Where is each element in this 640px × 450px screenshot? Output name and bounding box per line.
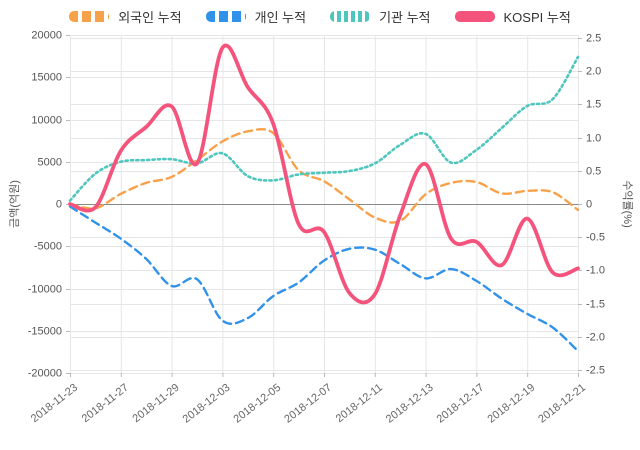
legend-label-kospi: KOSPI 누적 (503, 9, 571, 25)
legend-label-institution: 기관 누적 (379, 9, 431, 25)
institution-line-swatch-icon (330, 10, 371, 22)
foreigner-line-swatch-icon (69, 10, 110, 22)
legend-label-foreigner: 외국인 누적 (118, 9, 182, 25)
kospi-line-swatch-icon (454, 10, 495, 22)
legend-label-individual: 개인 누적 (254, 9, 307, 25)
y-axis-left-title: 금액(억원) (9, 180, 21, 228)
legend-item-kospi[interactable]: KOSPI 누적 (454, 7, 571, 26)
legend-item-institution[interactable]: 기관 누적 (330, 7, 431, 26)
legend-item-foreigner[interactable]: 외국인 누적 (69, 7, 182, 26)
chart-legend: 외국인 누적 개인 누적 기관 누적 KOSPI 누적 (0, 4, 640, 28)
individual-line-swatch-icon (205, 10, 246, 22)
y-axis-right-title: 수익률(%) (621, 180, 633, 228)
legend-item-individual[interactable]: 개인 누적 (205, 7, 307, 26)
